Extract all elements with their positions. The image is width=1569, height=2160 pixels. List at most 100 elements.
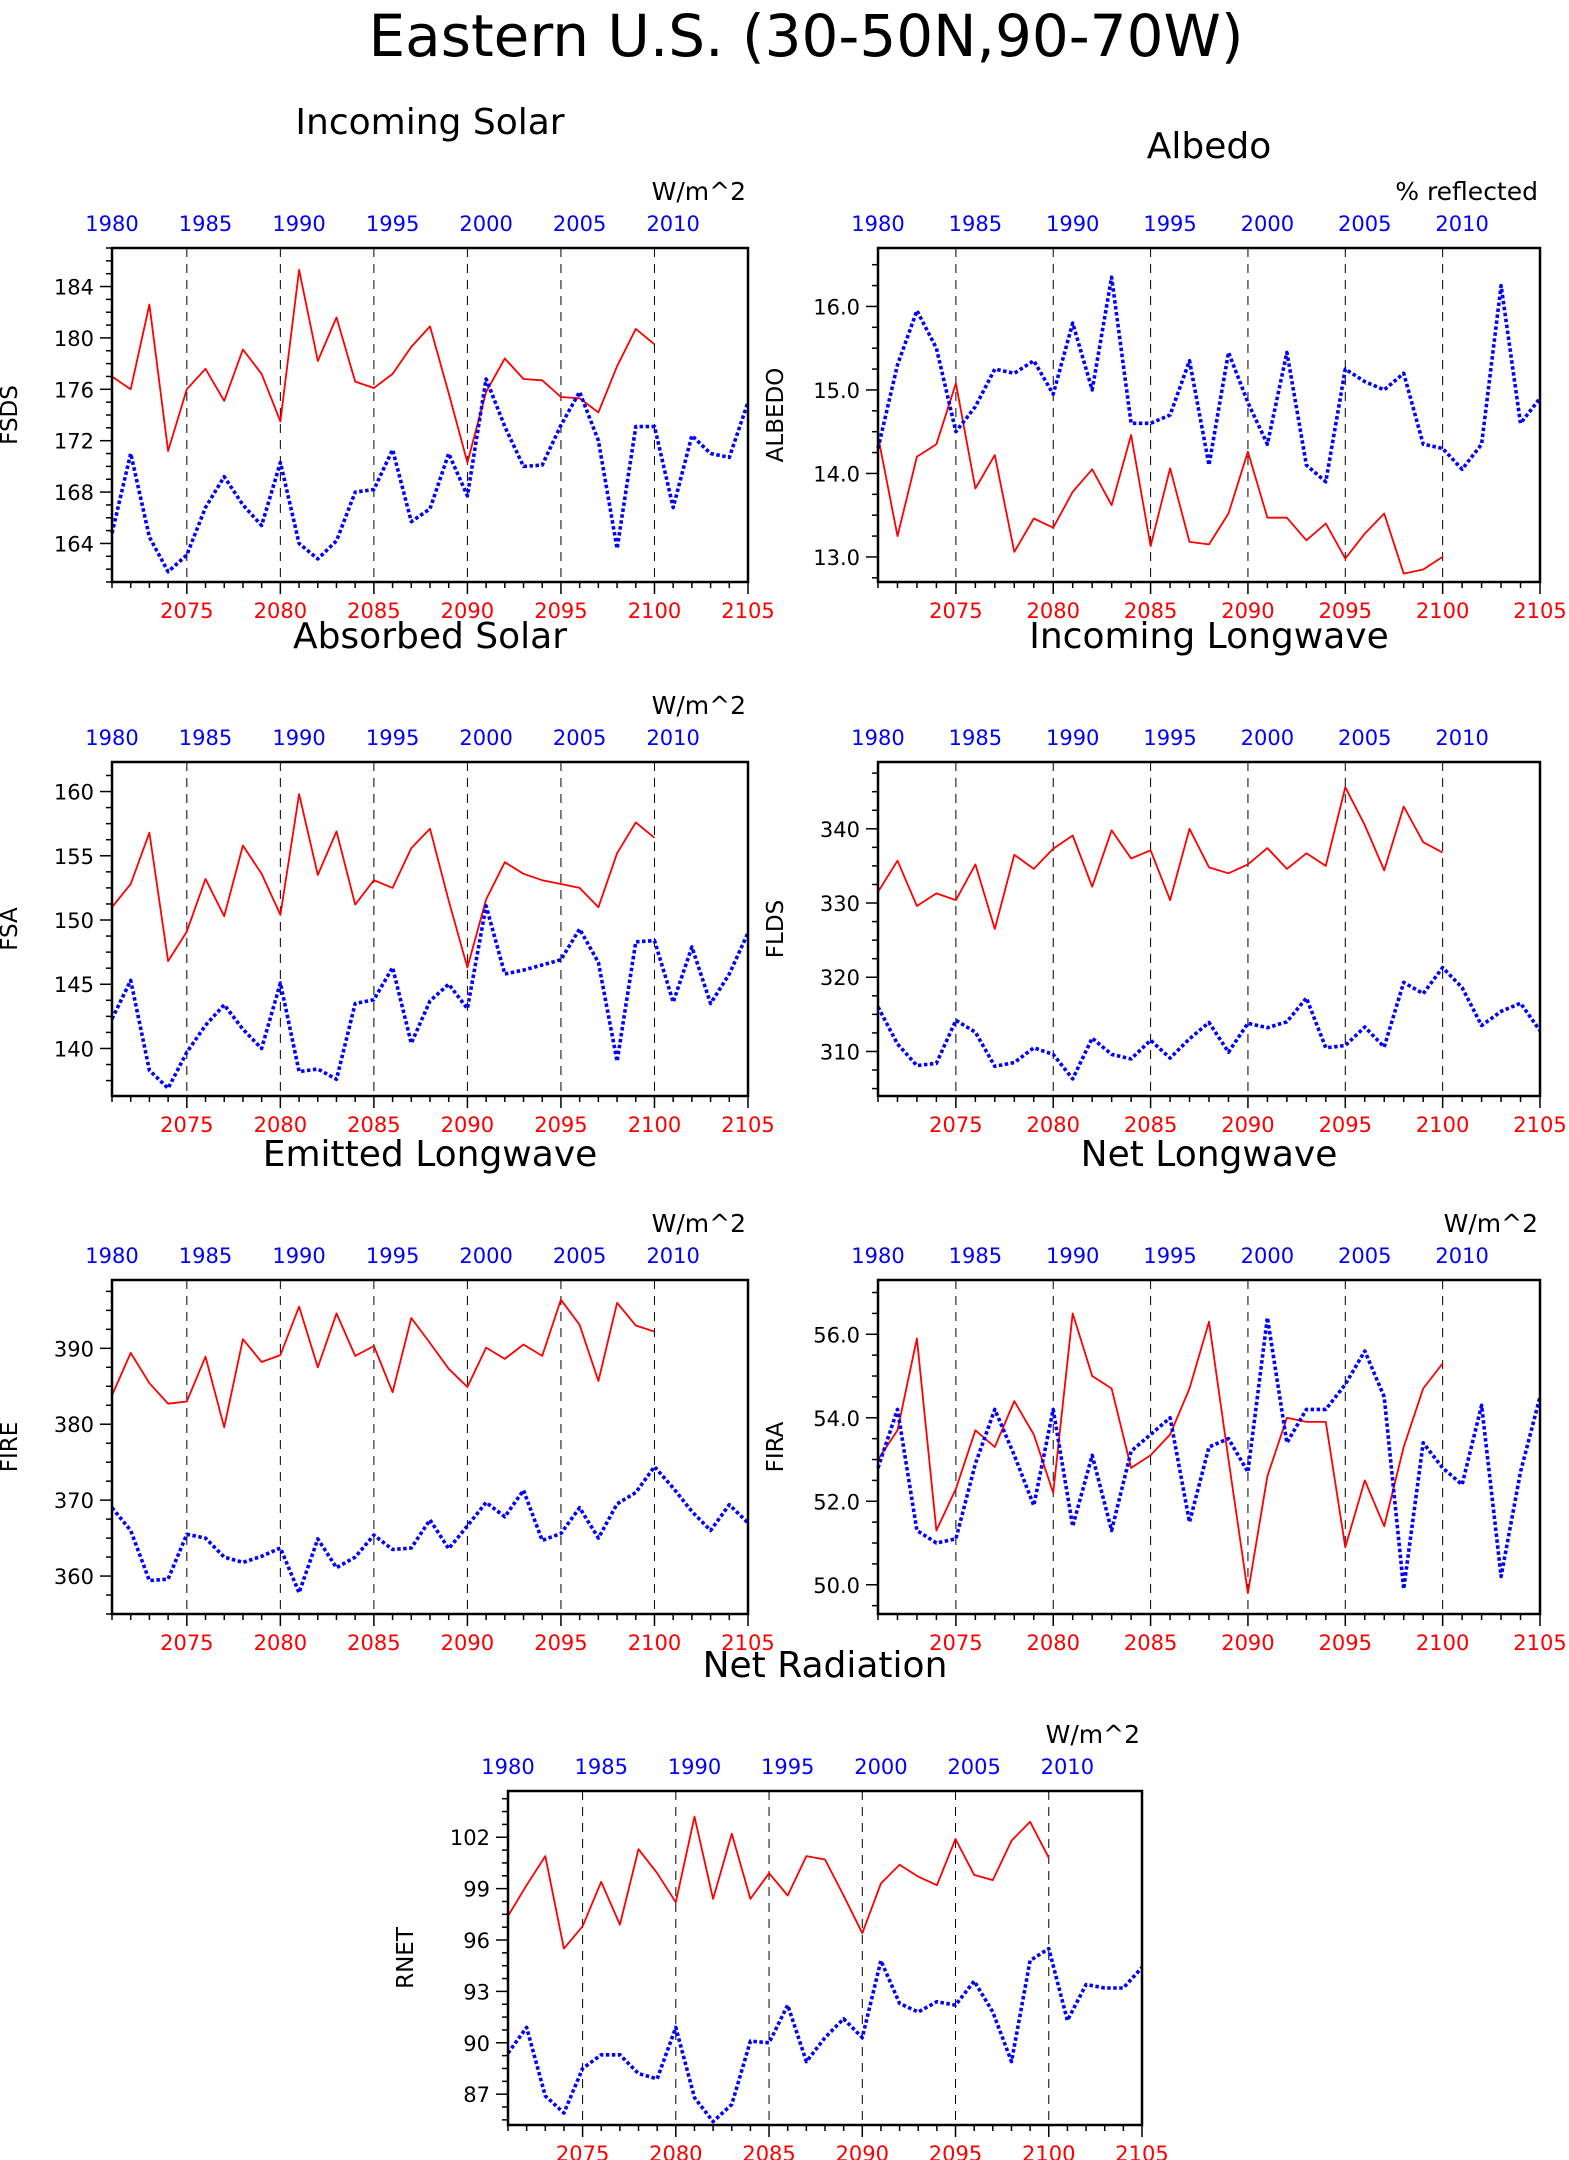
x-tick-label-top: 1995 xyxy=(366,1244,419,1268)
y-tick-label: 93 xyxy=(463,1980,490,2004)
panel-albedo: 2075 2080 2085 2090 2095 2100 2105 1980 1985 1990… xyxy=(763,126,1567,623)
x-tick-label-bottom: 2105 xyxy=(1513,1113,1566,1137)
x-tick-label-bottom: 2105 xyxy=(1115,2142,1168,2160)
y-tick-label: 14.0 xyxy=(813,462,860,486)
x-tick-label-top: 2010 xyxy=(646,726,699,750)
y-tick-label: 50.0 xyxy=(813,1574,860,1598)
x-tick-label-bottom: 2075 xyxy=(160,1113,213,1137)
x-tick-label-top: 2000 xyxy=(1241,1244,1294,1268)
y-tick-label: 360 xyxy=(54,1565,94,1589)
x-tick-label-top: 1995 xyxy=(366,726,419,750)
panel-fsds: 2075 2080 2085 2090 2095 2100 2105 1980 1985 1990… xyxy=(0,102,775,623)
plot-frame xyxy=(110,760,750,1098)
plot-frame xyxy=(876,1278,1542,1616)
model-series-line xyxy=(877,382,1444,575)
x-tick-label-top: 1995 xyxy=(1143,726,1196,750)
y-tick-label: 15.0 xyxy=(813,379,860,403)
x-tick-label-top: 1990 xyxy=(1046,1244,1099,1268)
x-tick-label-top: 1990 xyxy=(272,1244,325,1268)
x-tick-label-top: 2000 xyxy=(459,1244,512,1268)
plot-frame xyxy=(876,760,1542,1098)
y-tick-label: 168 xyxy=(54,481,94,505)
x-tick-label-bottom: 2095 xyxy=(534,1113,587,1137)
x-tick-label-bottom: 2105 xyxy=(1513,1631,1566,1655)
y-axis-label: RNET xyxy=(393,1926,419,1989)
units-label: W/m^2 xyxy=(652,691,746,720)
x-tick-label-bottom: 2075 xyxy=(929,1113,982,1137)
x-tick-label-top: 1995 xyxy=(1143,212,1196,236)
y-axis-label: FLDS xyxy=(763,900,789,958)
model-series-line xyxy=(877,1312,1444,1594)
x-tick-label-bottom: 2085 xyxy=(1124,599,1177,623)
x-tick-label-bottom: 2080 xyxy=(1027,1631,1080,1655)
x-tick-label-top: 1990 xyxy=(272,212,325,236)
x-tick-label-bottom: 2085 xyxy=(1124,1113,1177,1137)
model-series-line xyxy=(111,268,656,464)
obs-series-line xyxy=(506,1946,1144,2124)
obs-series-line xyxy=(876,275,1542,484)
x-tick-label-top: 1985 xyxy=(949,1244,1002,1268)
x-tick-label-top: 2010 xyxy=(646,212,699,236)
figure-title: Eastern U.S. (30-50N,90-70W) xyxy=(369,2,1244,70)
x-tick-label-top: 2010 xyxy=(1041,1755,1094,1779)
y-tick-label: 380 xyxy=(54,1413,94,1437)
panel-title: Net Longwave xyxy=(1081,1134,1338,1175)
x-tick-label-bottom: 2075 xyxy=(160,599,213,623)
plot-frame xyxy=(110,246,750,584)
panel-fsa: 2075 2080 2085 2090 2095 2100 2105 1980 1985 1990… xyxy=(0,616,775,1137)
x-tick-label-bottom: 2095 xyxy=(534,1631,587,1655)
x-tick-label-bottom: 2075 xyxy=(556,2142,609,2160)
x-tick-label-top: 1980 xyxy=(851,1244,904,1268)
units-label: W/m^2 xyxy=(652,177,746,206)
x-tick-label-top: 2005 xyxy=(553,212,606,236)
y-axis-label: FIRE xyxy=(0,1422,23,1473)
x-tick-label-top: 1980 xyxy=(481,1755,534,1779)
y-axis-label: FIRA xyxy=(763,1421,789,1472)
y-tick-label: 54.0 xyxy=(813,1407,860,1431)
x-tick-label-top: 2005 xyxy=(1338,1244,1391,1268)
x-tick-label-top: 1980 xyxy=(851,212,904,236)
panel-fira: 2075 2080 2085 2090 2095 2100 2105 1980 1985 1990… xyxy=(763,1134,1567,1655)
x-tick-label-top: 1990 xyxy=(668,1755,721,1779)
obs-series-line xyxy=(876,965,1542,1081)
panel-title: Incoming Longwave xyxy=(1029,616,1389,657)
x-tick-label-bottom: 2095 xyxy=(1319,1631,1372,1655)
x-tick-label-bottom: 2100 xyxy=(1416,1113,1469,1137)
y-axis-label: ALBEDO xyxy=(763,368,789,463)
obs-series-line xyxy=(110,904,750,1091)
obs-series-line xyxy=(110,1464,750,1595)
model-series-line xyxy=(111,1298,655,1429)
panel-title: Emitted Longwave xyxy=(263,1134,598,1175)
model-series-line xyxy=(877,786,1444,930)
y-tick-label: 150 xyxy=(54,909,94,933)
y-axis-label: FSDS xyxy=(0,385,23,445)
panel-title: Incoming Solar xyxy=(295,102,564,143)
obs-series-line xyxy=(876,1315,1542,1591)
x-tick-label-top: 1980 xyxy=(851,726,904,750)
x-tick-label-bottom: 2075 xyxy=(929,1631,982,1655)
y-tick-label: 330 xyxy=(820,892,860,916)
x-tick-label-bottom: 2075 xyxy=(929,599,982,623)
x-tick-label-bottom: 2085 xyxy=(742,2142,795,2160)
y-tick-label: 16.0 xyxy=(813,295,860,319)
x-tick-label-bottom: 2105 xyxy=(721,1113,774,1137)
x-tick-label-top: 1980 xyxy=(85,726,138,750)
x-tick-label-top: 1995 xyxy=(366,212,419,236)
units-label: W/m^2 xyxy=(652,1209,746,1238)
x-tick-label-top: 2000 xyxy=(1241,212,1294,236)
x-tick-label-bottom: 2080 xyxy=(1027,1113,1080,1137)
panel-rnet: 2075 2080 2085 2090 2095 2100 2105 1980 1985 1990… xyxy=(393,1645,1169,2160)
x-tick-label-top: 2010 xyxy=(646,1244,699,1268)
y-tick-label: 180 xyxy=(54,327,94,351)
x-tick-label-bottom: 2085 xyxy=(347,599,400,623)
y-tick-label: 56.0 xyxy=(813,1323,860,1347)
x-tick-label-bottom: 2105 xyxy=(721,599,774,623)
x-tick-label-bottom: 2090 xyxy=(441,1631,494,1655)
y-tick-label: 390 xyxy=(54,1337,94,1361)
x-tick-label-top: 1985 xyxy=(949,212,1002,236)
x-tick-label-bottom: 2090 xyxy=(1221,1631,1274,1655)
y-axis-label: FSA xyxy=(0,907,23,951)
x-tick-label-top: 1985 xyxy=(179,726,232,750)
x-tick-label-bottom: 2085 xyxy=(347,1113,400,1137)
x-tick-label-bottom: 2075 xyxy=(160,1631,213,1655)
